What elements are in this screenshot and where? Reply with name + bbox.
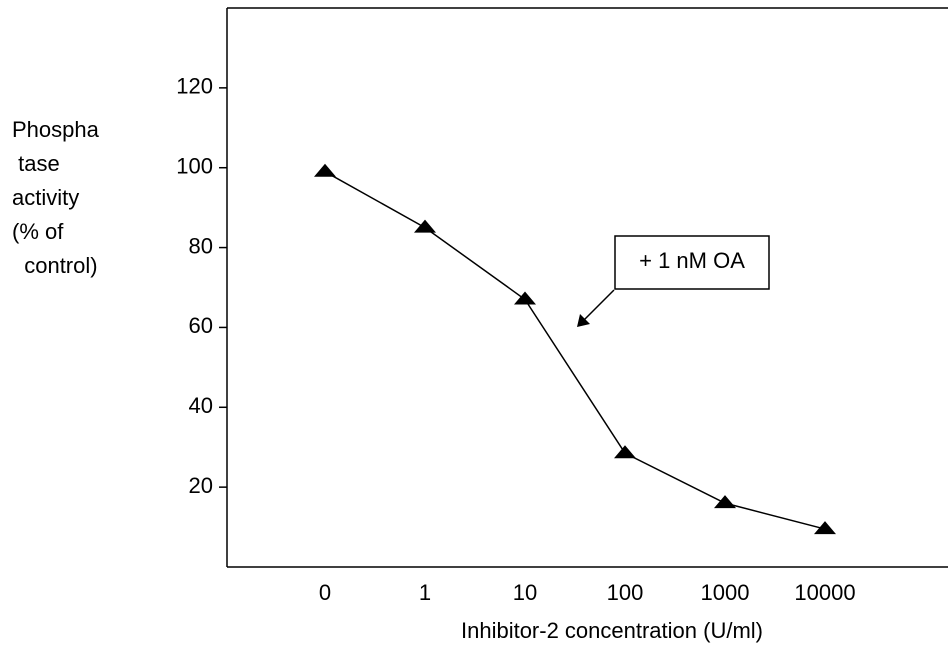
- y-tick-label: 80: [189, 233, 213, 258]
- y-axis-label: (% of: [12, 219, 64, 244]
- data-point: [714, 495, 736, 509]
- data-point: [314, 163, 336, 177]
- x-tick-label: 1000: [701, 580, 750, 605]
- annotation-arrow: [581, 289, 615, 323]
- y-axis-label: activity: [12, 185, 79, 210]
- data-line: [324, 171, 826, 530]
- x-tick-label: 100: [607, 580, 644, 605]
- y-axis-label: Phospha: [12, 117, 100, 142]
- y-tick-label: 40: [189, 393, 213, 418]
- x-tick-label: 10: [513, 580, 537, 605]
- data-point: [414, 219, 436, 233]
- data-point: [514, 291, 536, 305]
- arrow-head: [577, 314, 590, 327]
- x-axis-label: Inhibitor-2 concentration (U/ml): [461, 618, 763, 643]
- x-tick-label: 0: [319, 580, 331, 605]
- y-tick-label: 100: [176, 154, 213, 179]
- y-tick-label: 20: [189, 473, 213, 498]
- x-tick-label: 1: [419, 580, 431, 605]
- data-point: [614, 445, 636, 459]
- y-tick-label: 120: [176, 74, 213, 99]
- data-point: [814, 521, 836, 535]
- x-tick-label: 10000: [794, 580, 855, 605]
- y-axis-label: control): [12, 253, 98, 278]
- y-axis-label: tase: [12, 151, 60, 176]
- y-tick-label: 60: [189, 313, 213, 338]
- annotation-box: [614, 235, 770, 290]
- annotation: + 1 nM OA: [639, 248, 745, 273]
